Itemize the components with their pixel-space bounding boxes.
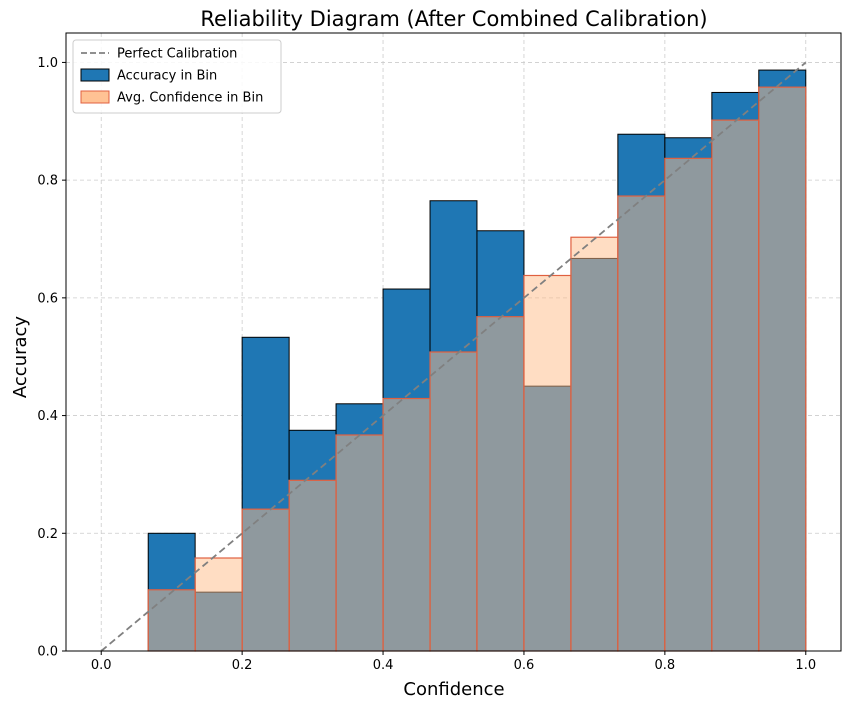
x-tick-label: 0.2	[232, 658, 253, 673]
y-tick-label: 0.2	[37, 527, 58, 542]
y-tick-label: 0.6	[37, 291, 58, 306]
y-tick-label: 0.0	[37, 645, 58, 660]
confidence-bar	[242, 509, 290, 651]
x-tick-label: 0.0	[91, 658, 112, 673]
legend-swatch	[80, 68, 110, 82]
y-tick-label: 1.0	[37, 56, 58, 71]
confidence-bar	[195, 558, 243, 651]
legend-label: Perfect Calibration	[117, 47, 237, 62]
y-tick-label: 0.8	[37, 174, 58, 189]
x-tick-label: 0.8	[655, 658, 676, 673]
x-tick-label: 0.4	[373, 658, 394, 673]
x-axis-label: Confidence	[403, 679, 504, 700]
confidence-bar	[289, 480, 337, 651]
confidence-bar	[476, 316, 524, 651]
x-axis-ticks: 0.0 0.2 0.4 0.6 0.8 1.0	[91, 651, 816, 673]
confidence-bar	[758, 87, 806, 652]
x-tick-label: 0.6	[514, 658, 535, 673]
plot-frame	[65, 32, 842, 652]
x-tick-label: 1.0	[795, 658, 816, 673]
confidence-bar	[523, 275, 571, 651]
confidence-bar	[383, 398, 431, 651]
confidence-bars	[147, 86, 807, 652]
confidence-bar	[664, 158, 712, 651]
confidence-bar	[336, 434, 384, 651]
confidence-bar	[148, 589, 196, 651]
chart-title: Reliability Diagram (After Combined Cali…	[200, 7, 707, 31]
confidence-bar	[617, 196, 665, 651]
y-axis-label: Accuracy	[10, 316, 31, 399]
confidence-bar	[711, 120, 759, 651]
legend-label: Avg. Confidence in Bin	[117, 91, 263, 106]
legend-label: Accuracy in Bin	[117, 69, 217, 84]
confidence-bar	[430, 352, 477, 651]
y-axis-ticks: 0.0 0.2 0.4 0.6 0.8 1.0	[37, 56, 66, 660]
perfect-calibration-line	[100, 61, 807, 652]
legend-swatch	[80, 90, 110, 104]
y-tick-label: 0.4	[37, 409, 58, 424]
legend-box	[72, 39, 282, 114]
legend: Perfect Calibration Accuracy in Bin Avg. C…	[72, 39, 282, 114]
confidence-bar	[570, 237, 618, 651]
